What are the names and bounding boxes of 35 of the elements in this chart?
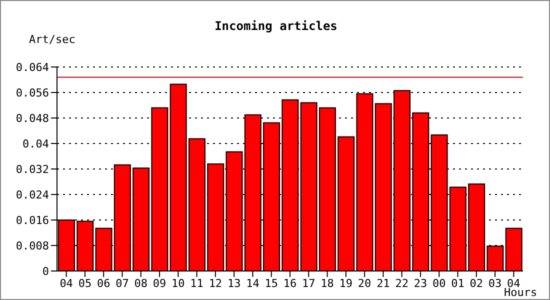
x-tick-label: 09 (152, 276, 166, 290)
y-tick-label: 0.056 (16, 86, 49, 100)
y-tick-label: 0.064 (16, 60, 50, 74)
y-tick-label: 0 (42, 264, 49, 278)
y-tick-label: 0.032 (16, 162, 49, 176)
x-tick-label: 18 (320, 276, 334, 290)
x-tick-label: 11 (190, 276, 204, 290)
x-tick-label: 01 (451, 276, 464, 290)
y-tick-label: 0.016 (16, 214, 49, 227)
y-axis-title: Art/sec (29, 33, 76, 46)
x-tick-label: 05 (78, 276, 92, 290)
x-tick-label: 22 (395, 276, 408, 290)
x-tick-label: 08 (134, 276, 148, 290)
x-tick-label: 20 (358, 276, 372, 290)
x-tick-label: 03 (488, 276, 502, 290)
x-tick-label: 12 (208, 276, 222, 290)
x-tick-label: 19 (339, 276, 353, 290)
x-tick-label: 06 (96, 276, 110, 290)
x-tick-label: 00 (432, 276, 446, 290)
y-tick-label: 0.048 (16, 112, 49, 125)
x-tick-label: 04 (60, 276, 74, 290)
x-tick-label: 07 (116, 276, 129, 290)
x-tick-label: 15 (264, 276, 278, 290)
x-tick-label: 16 (283, 276, 297, 290)
x-tick-label: 02 (470, 276, 484, 290)
chart-title: Incoming articles (214, 19, 338, 33)
x-tick-label: 13 (227, 276, 241, 290)
x-tick-label: 17 (302, 276, 316, 290)
x-tick-label: 23 (414, 276, 428, 290)
x-tick-label: 10 (172, 276, 185, 290)
y-tick-label: 0.04 (22, 137, 50, 150)
y-tick-label: 0.008 (16, 239, 49, 252)
x-tick-label: 21 (376, 276, 390, 290)
y-tick-label: 0.024 (16, 188, 50, 202)
x-tick-label: 14 (246, 276, 260, 290)
